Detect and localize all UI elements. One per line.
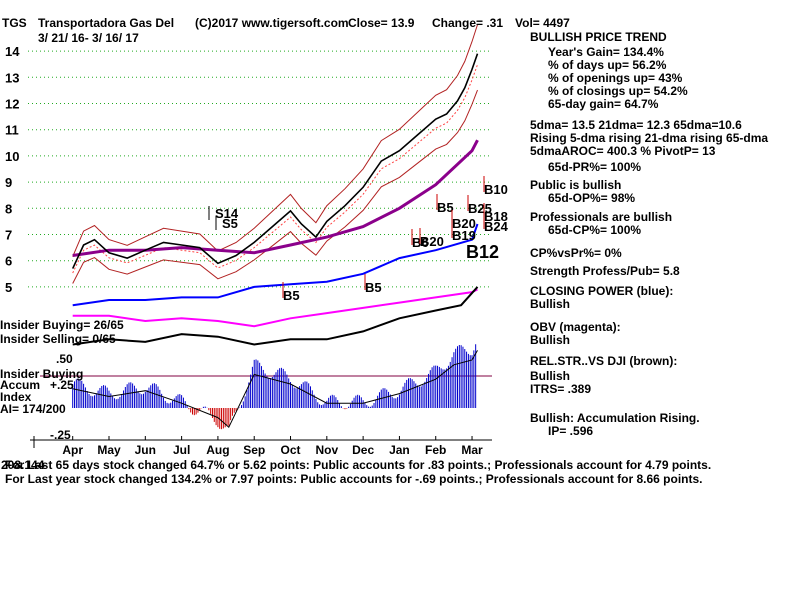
y-tick-label: 13 xyxy=(5,70,19,85)
indicator-line: 65d-PR%= 100% xyxy=(548,160,642,174)
copyright: (C)2017 www.tigersoft.com xyxy=(195,16,349,30)
x-tick-label: Jul xyxy=(173,443,190,457)
signal-label: B24 xyxy=(484,219,509,234)
x-tick-label: Jun xyxy=(135,443,156,457)
indicator-line: 65-day gain= 64.7% xyxy=(548,97,659,111)
indicator-line: % of openings up= 43% xyxy=(548,71,683,85)
indicator-line: Strength Profess/Pub= 5.8 xyxy=(530,264,680,278)
indicator-line: % of closings up= 54.2% xyxy=(548,84,688,98)
indicator-line: 5dma= 13.5 21dma= 12.3 65dma=10.6 xyxy=(530,118,742,132)
rel-strength-line xyxy=(72,286,479,346)
indicator-line: CP%vsPr%= 0% xyxy=(530,246,622,260)
indicator-line: Rising 5-dma rising 21-dma rising 65-dma xyxy=(530,131,769,145)
footer-line-2: For Last year stock changed 134.2% or 7.… xyxy=(5,472,703,486)
signal-label: B19 xyxy=(452,228,476,243)
insider-buying: Insider Buying= 26/65 xyxy=(0,318,124,332)
x-tick-label: May xyxy=(97,443,121,457)
ip-top-label: .50 xyxy=(56,352,73,366)
signal-label: B20 xyxy=(420,234,444,249)
indicator-line: CLOSING POWER (blue): xyxy=(530,284,674,298)
signal-label: B25 xyxy=(468,201,492,216)
x-tick-label: Jan xyxy=(389,443,410,457)
signal-label: B5 xyxy=(365,280,382,295)
x-tick-label: Oct xyxy=(281,443,301,457)
date-range: 3/ 21/ 16- 3/ 16/ 17 xyxy=(38,31,139,45)
y-tick-label: 8 xyxy=(5,201,12,216)
x-tick-label: Nov xyxy=(315,443,338,457)
footer-line-1: For Last 65 days stock changed 64.7% or … xyxy=(5,458,712,472)
company-name: Transportadora Gas Del xyxy=(38,16,175,30)
signal-label: B20 xyxy=(452,216,476,231)
signal-label: S14 xyxy=(215,206,239,221)
accumulation-bars xyxy=(40,344,492,430)
x-tick-label: Dec xyxy=(352,443,374,457)
accum-label: Accum xyxy=(0,378,41,392)
ai-value: AI= 174/200 xyxy=(0,402,66,416)
index-label: Index xyxy=(0,390,32,404)
y-tick-label: 10 xyxy=(5,149,19,164)
x-tick-label: Feb xyxy=(425,443,446,457)
price-21dma xyxy=(72,64,478,274)
indicator-line: Public is bullish xyxy=(530,178,622,192)
indicator-line: Professionals are bullish xyxy=(530,210,673,224)
y-tick-label: 11 xyxy=(5,123,19,138)
obv-line xyxy=(72,288,478,328)
upper-band xyxy=(72,24,478,257)
x-tick-label: Sep xyxy=(243,443,265,457)
indicator-line: 5dmaAROC= 400.3 % PivotP= 13 xyxy=(530,144,716,158)
signal-label: B12 xyxy=(466,242,499,262)
signal-label: B10 xyxy=(484,182,508,197)
change-value: Change= .31 xyxy=(432,16,504,30)
indicator-line: Bullish xyxy=(530,297,571,311)
footer-prefix: 208.144 xyxy=(1,458,45,472)
indicator-line: Year's Gain= 134.4% xyxy=(548,45,664,59)
y-tick-label: 14 xyxy=(5,44,20,59)
y-tick-label: 9 xyxy=(5,175,12,190)
close-value: Close= 13.9 xyxy=(348,16,415,30)
price-line xyxy=(71,53,479,269)
indicator-line: Bullish xyxy=(530,333,571,347)
ticker: TGS xyxy=(2,16,27,30)
signal-label: S5 xyxy=(222,216,238,231)
lower-band xyxy=(72,89,478,284)
y-tick-label: 12 xyxy=(5,97,19,112)
trend-title: BULLISH PRICE TREND xyxy=(530,30,667,44)
indicator-line: 65d-OP%= 98% xyxy=(548,191,636,205)
y-tick-label: 6 xyxy=(5,254,12,269)
chart-lines xyxy=(71,24,479,346)
insider-buying-label: Insider Buying xyxy=(0,367,84,381)
ip-bottom-label: -.25 xyxy=(50,428,71,442)
x-tick-label: Aug xyxy=(206,443,229,457)
chart-axes: 14 13 12 11 10 9 8 7 6 5 Apr May Jun Jul Aug Sep Oct Nov D… xyxy=(5,44,492,457)
ip-ma-line xyxy=(72,350,478,429)
ip-mid-label: +.25 xyxy=(50,378,74,392)
x-tick-label: Apr xyxy=(62,443,83,457)
indicator-line: IP= .596 xyxy=(548,424,594,438)
indicator-line: Bullish xyxy=(530,369,571,383)
insider-selling: Insider Selling= 0/65 xyxy=(0,332,116,346)
indicator-line: ITRS= .389 xyxy=(530,382,592,396)
indicator-line: % of days up= 56.2% xyxy=(548,58,667,72)
indicator-line: 65d-CP%= 100% xyxy=(548,223,642,237)
closing-power-line xyxy=(72,223,479,307)
x-tick-label: Mar xyxy=(461,443,483,457)
signal-label: B5 xyxy=(283,288,300,303)
volume-value: Vol= 4497 xyxy=(515,16,570,30)
indicator-line: REL.STR..VS DJI (brown): xyxy=(530,354,678,368)
indicator-line: Bullish: Accumulation Rising. xyxy=(530,411,700,425)
signal-label: B18 xyxy=(484,209,508,224)
signal-label: B5 xyxy=(437,200,454,215)
indicator-line: OBV (magenta): xyxy=(530,320,621,334)
y-tick-label: 5 xyxy=(5,280,12,295)
y-tick-label: 7 xyxy=(5,228,12,243)
